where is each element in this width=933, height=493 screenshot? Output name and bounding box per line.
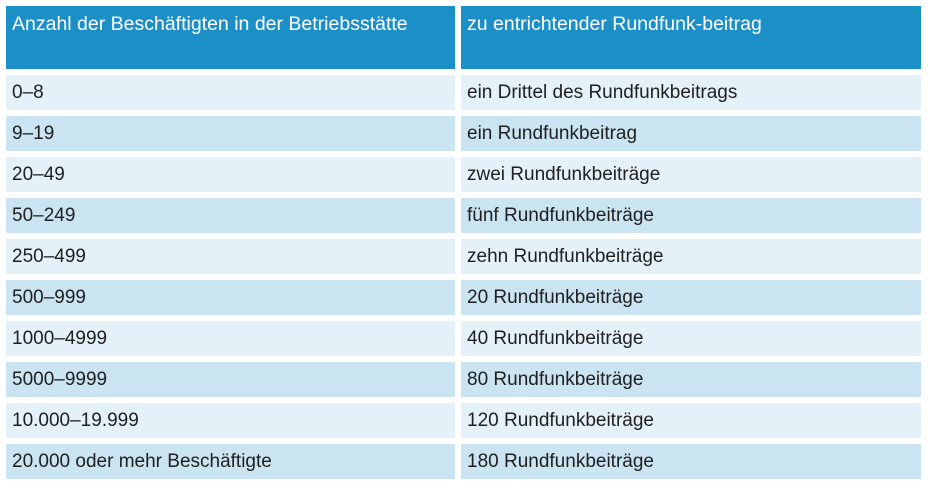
table-row: 10.000–19.999 120 Rundfunkbeiträge xyxy=(6,403,921,438)
employee-range-cell: 500–999 xyxy=(6,280,455,315)
employee-range-cell: 250–499 xyxy=(6,239,455,274)
employee-range-cell: 20.000 oder mehr Beschäftigte xyxy=(6,444,455,479)
fee-cell: fünf Rundfunkbeiträge xyxy=(461,198,921,233)
header-fee: zu entrichtender Rundfunk-beitrag xyxy=(461,6,921,69)
fee-table: Anzahl der Beschäftigten in der Betriebs… xyxy=(6,6,921,485)
employee-range-cell: 20–49 xyxy=(6,157,455,192)
fee-cell: 20 Rundfunkbeiträge xyxy=(461,280,921,315)
employee-range-cell: 1000–4999 xyxy=(6,321,455,356)
table-row: 20.000 oder mehr Beschäftigte 180 Rundfu… xyxy=(6,444,921,479)
table-row: 0–8 ein Drittel des Rundfunkbeitrags xyxy=(6,75,921,110)
table-header-row: Anzahl der Beschäftigten in der Betriebs… xyxy=(6,6,921,69)
employee-range-cell: 9–19 xyxy=(6,116,455,151)
table-row: 250–499 zehn Rundfunkbeiträge xyxy=(6,239,921,274)
fee-cell: 80 Rundfunkbeiträge xyxy=(461,362,921,397)
fee-cell: zwei Rundfunkbeiträge xyxy=(461,157,921,192)
table-row: 5000–9999 80 Rundfunkbeiträge xyxy=(6,362,921,397)
header-employee-count: Anzahl der Beschäftigten in der Betriebs… xyxy=(6,6,455,69)
table-row: 20–49 zwei Rundfunkbeiträge xyxy=(6,157,921,192)
fee-cell: ein Drittel des Rundfunkbeitrags xyxy=(461,75,921,110)
table-row: 50–249 fünf Rundfunkbeiträge xyxy=(6,198,921,233)
employee-range-cell: 5000–9999 xyxy=(6,362,455,397)
employee-range-cell: 50–249 xyxy=(6,198,455,233)
fee-cell: 120 Rundfunkbeiträge xyxy=(461,403,921,438)
table-row: 1000–4999 40 Rundfunkbeiträge xyxy=(6,321,921,356)
fee-cell: ein Rundfunkbeitrag xyxy=(461,116,921,151)
employee-range-cell: 10.000–19.999 xyxy=(6,403,455,438)
fee-cell: 40 Rundfunkbeiträge xyxy=(461,321,921,356)
table-row: 9–19 ein Rundfunkbeitrag xyxy=(6,116,921,151)
fee-cell: zehn Rundfunkbeiträge xyxy=(461,239,921,274)
employee-range-cell: 0–8 xyxy=(6,75,455,110)
table-row: 500–999 20 Rundfunkbeiträge xyxy=(6,280,921,315)
fee-cell: 180 Rundfunkbeiträge xyxy=(461,444,921,479)
